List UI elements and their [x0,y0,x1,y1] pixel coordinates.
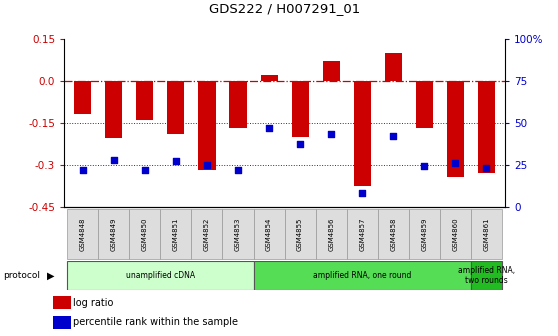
Bar [229,81,247,128]
Point [326,132,335,137]
Point [358,191,367,196]
Text: amplified RNA,
two rounds: amplified RNA, two rounds [458,266,515,285]
Bar [292,81,309,137]
Bar [354,81,371,185]
Text: GSM4859: GSM4859 [421,218,427,251]
Bar [261,75,277,81]
Bar [478,81,495,173]
Text: GSM4855: GSM4855 [297,218,303,251]
Text: GSM4857: GSM4857 [359,218,365,251]
Text: GSM4850: GSM4850 [142,218,148,251]
Bar [384,53,402,81]
Text: percentile rank within the sample: percentile rank within the sample [73,318,238,327]
Bar [199,81,215,170]
Bar [323,61,340,81]
Text: protocol: protocol [3,271,40,280]
Text: unamplified cDNA: unamplified cDNA [126,271,195,280]
Point [420,164,429,169]
FancyBboxPatch shape [253,261,471,290]
Text: GSM4849: GSM4849 [111,218,117,251]
Text: log ratio: log ratio [73,298,113,308]
Point [482,165,491,171]
Bar [74,81,92,114]
FancyBboxPatch shape [253,209,285,259]
Point [78,167,87,172]
Text: GSM4860: GSM4860 [453,217,458,251]
Bar [416,81,433,128]
FancyBboxPatch shape [129,209,160,259]
Point [141,167,150,172]
FancyBboxPatch shape [316,209,347,259]
Text: GSM4854: GSM4854 [266,218,272,251]
FancyBboxPatch shape [160,209,191,259]
Text: GSM4848: GSM4848 [80,218,86,251]
FancyBboxPatch shape [68,261,253,290]
FancyBboxPatch shape [378,209,409,259]
Text: GSM4853: GSM4853 [235,218,241,251]
Bar [447,81,464,177]
Text: amplified RNA, one round: amplified RNA, one round [313,271,411,280]
FancyBboxPatch shape [471,261,502,290]
Bar [136,81,153,120]
FancyBboxPatch shape [440,209,471,259]
FancyBboxPatch shape [191,209,223,259]
Point [451,160,460,166]
Text: GSM4851: GSM4851 [173,218,179,251]
FancyBboxPatch shape [285,209,316,259]
FancyBboxPatch shape [98,209,129,259]
Point [264,125,273,130]
FancyBboxPatch shape [347,209,378,259]
Text: GSM4856: GSM4856 [328,218,334,251]
Bar [53,316,71,329]
Point [171,159,180,164]
Point [234,167,243,172]
Text: ▶: ▶ [47,270,55,280]
Text: GSM4852: GSM4852 [204,218,210,251]
Point [109,157,118,162]
Point [296,142,305,147]
FancyBboxPatch shape [471,209,502,259]
FancyBboxPatch shape [409,209,440,259]
Bar [105,81,122,138]
Text: GSM4858: GSM4858 [390,218,396,251]
Point [389,133,398,139]
Text: GSM4861: GSM4861 [483,217,489,251]
FancyBboxPatch shape [223,209,253,259]
Point [203,162,211,167]
Text: GDS222 / H007291_01: GDS222 / H007291_01 [209,2,360,15]
FancyBboxPatch shape [68,209,98,259]
Bar [53,296,71,309]
Bar [167,81,185,134]
